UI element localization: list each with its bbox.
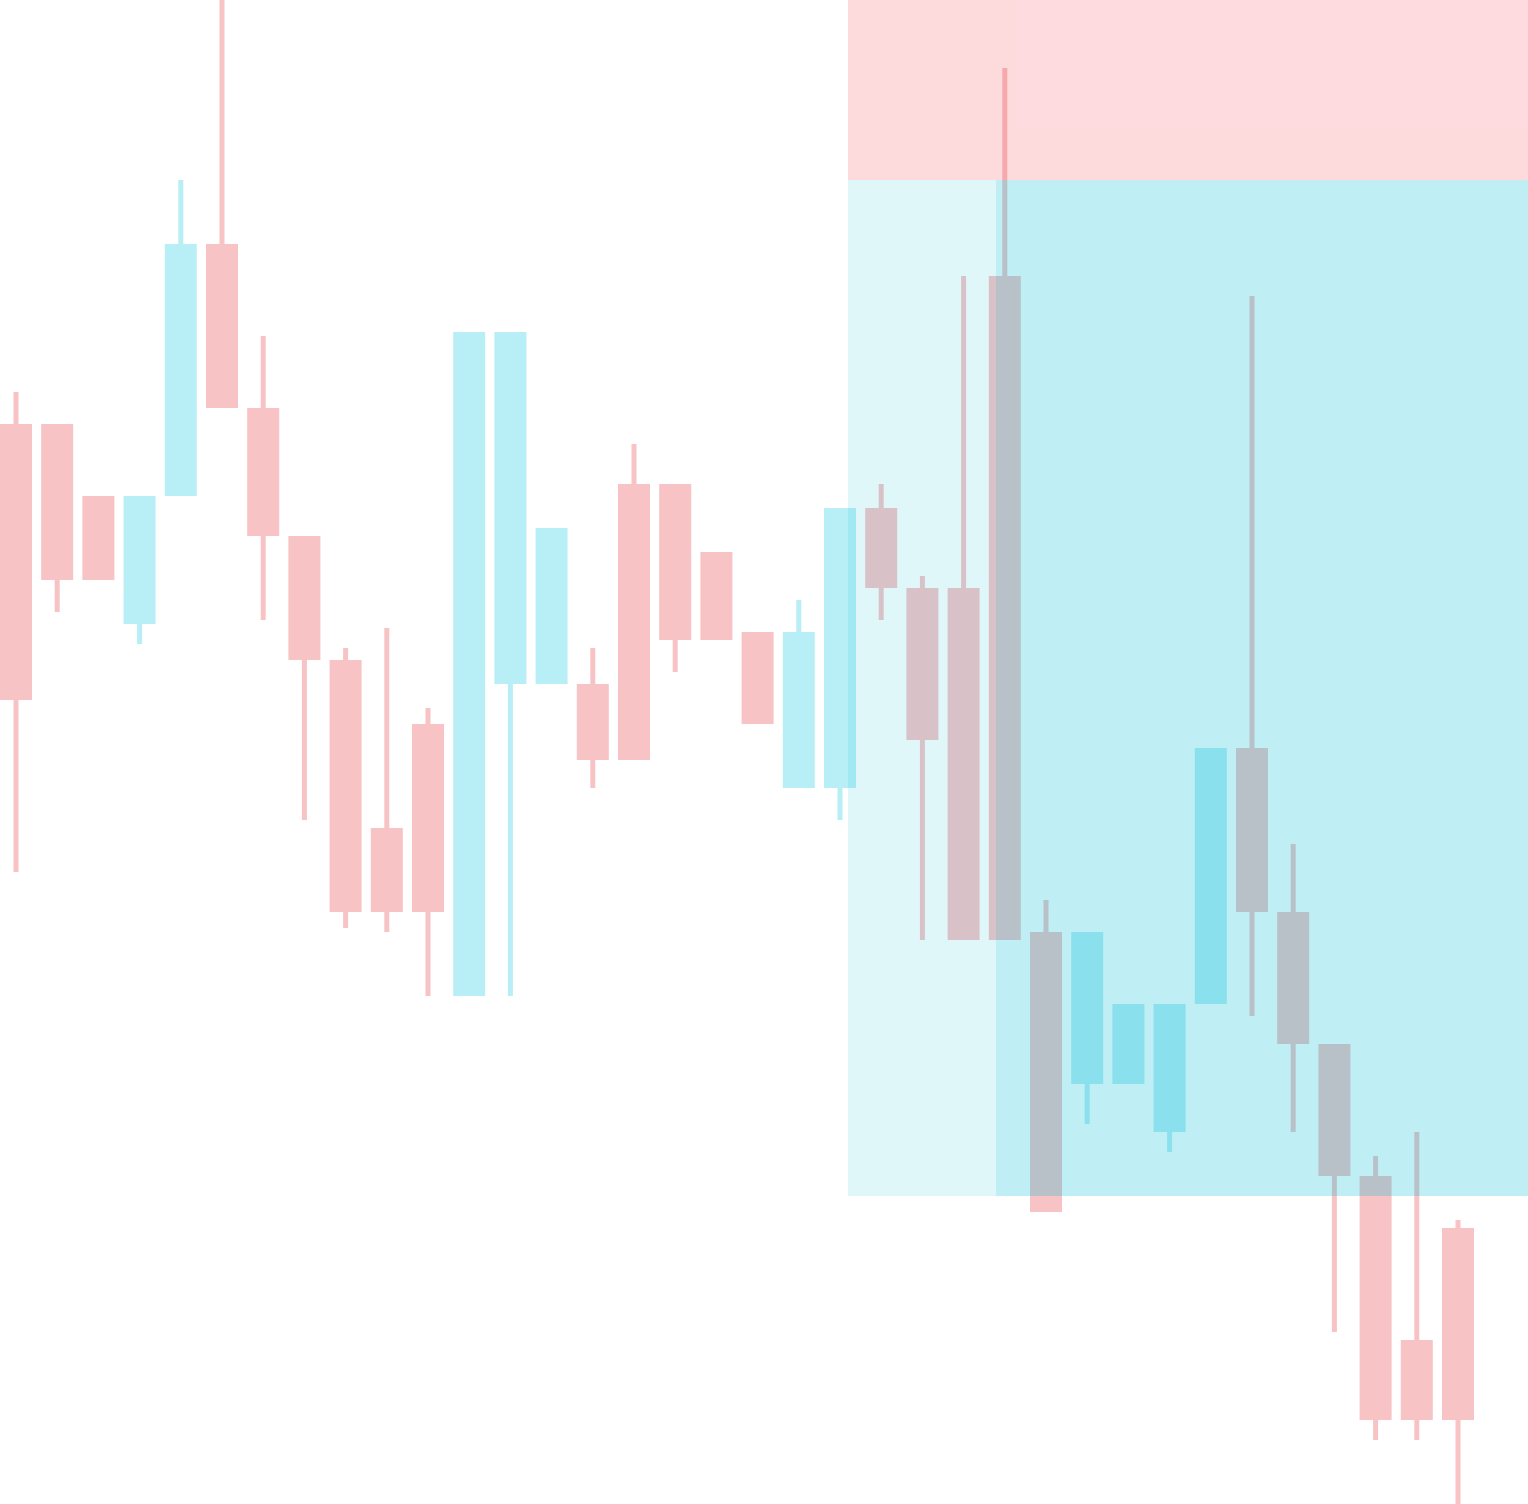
candle-body: [535, 528, 568, 684]
candle-body: [947, 588, 980, 940]
candle-body: [1194, 748, 1227, 1004]
candle-body: [1400, 1340, 1433, 1420]
candle-body: [329, 660, 362, 912]
candle-body: [453, 332, 486, 996]
candle-body: [1359, 1176, 1392, 1420]
loss-zone: [848, 0, 1528, 180]
candle-body: [41, 424, 74, 580]
candle-body: [82, 496, 115, 580]
candle-body: [988, 276, 1021, 940]
candle-body: [1318, 1044, 1351, 1176]
candle-body: [494, 332, 527, 684]
candle-body: [412, 724, 444, 912]
candle-body: [1153, 1004, 1186, 1132]
candle-body: [1236, 748, 1268, 912]
candle-body: [618, 484, 650, 760]
candle-body: [288, 536, 321, 660]
candle-body: [824, 508, 856, 788]
candle-body: [1071, 932, 1104, 1084]
profit-zone: [848, 180, 996, 1196]
candle-body: [0, 424, 32, 700]
candle-body: [1030, 932, 1062, 1212]
candle-body: [1112, 1004, 1145, 1084]
candle-body: [700, 552, 733, 640]
candle-body: [865, 508, 898, 588]
candle-body: [741, 632, 774, 724]
candle-body: [576, 684, 609, 760]
profit-zone-active: [996, 180, 1528, 1196]
candle-body: [247, 408, 280, 536]
candle-body: [123, 496, 156, 624]
candle-body: [206, 244, 238, 408]
candle-body: [906, 588, 939, 740]
candle-body: [1277, 912, 1310, 1044]
candle-body: [1442, 1228, 1474, 1420]
candle-body: [370, 828, 403, 912]
candle-body: [659, 484, 692, 640]
candle-body: [164, 244, 197, 496]
candle-body: [782, 632, 815, 788]
